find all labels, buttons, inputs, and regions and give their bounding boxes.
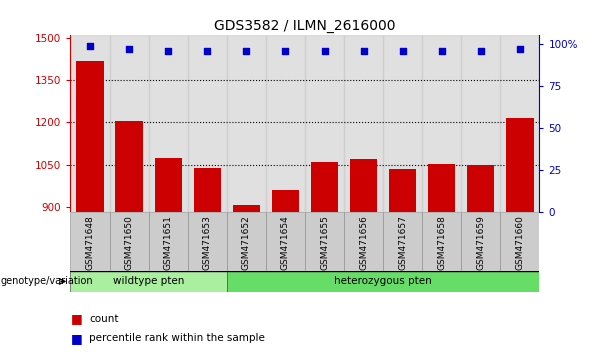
Text: GSM471652: GSM471652 [242,215,251,270]
Bar [506,118,533,212]
Point [124,46,134,52]
Text: wildtype pten: wildtype pten [113,276,185,286]
Bar [500,35,539,212]
Point [202,48,212,53]
Bar [350,159,377,212]
Point [242,48,251,53]
Text: GSM471653: GSM471653 [203,215,211,270]
Text: ■: ■ [70,332,82,344]
Text: GSM471657: GSM471657 [398,215,407,270]
Bar [266,35,305,212]
Text: GSM471655: GSM471655 [320,215,329,270]
Bar [149,212,188,271]
Bar [422,35,462,212]
Bar [462,35,500,212]
Bar [311,162,338,212]
Text: GSM471651: GSM471651 [164,215,173,270]
Bar [233,205,260,212]
Bar [188,35,227,212]
Text: ■: ■ [70,312,82,325]
Bar [110,35,149,212]
Point [476,48,485,53]
Bar [344,35,383,212]
Bar [194,168,221,212]
Bar [467,165,495,212]
Point [359,48,368,53]
Text: heterozygous pten: heterozygous pten [334,276,432,286]
Title: GDS3582 / ILMN_2616000: GDS3582 / ILMN_2616000 [214,19,396,33]
Point [398,48,408,53]
Bar [462,212,500,271]
Text: GSM471650: GSM471650 [124,215,134,270]
Bar [389,170,416,212]
Bar [227,271,539,292]
Bar [70,212,110,271]
Bar [266,212,305,271]
Text: percentile rank within the sample: percentile rank within the sample [89,333,265,343]
Text: genotype/variation: genotype/variation [1,276,93,286]
Bar [500,212,539,271]
Bar [227,212,266,271]
Bar [188,212,227,271]
Bar [154,158,182,212]
Bar [77,61,104,212]
Bar [110,212,149,271]
Text: GSM471659: GSM471659 [476,215,485,270]
Bar [70,35,110,212]
Bar [149,35,188,212]
Point [515,46,525,52]
Point [281,48,291,53]
Point [163,48,173,53]
Text: GSM471654: GSM471654 [281,215,290,270]
Bar [422,212,462,271]
Bar [383,212,422,271]
Text: GSM471660: GSM471660 [516,215,524,270]
Text: count: count [89,314,118,324]
Text: GSM471658: GSM471658 [437,215,446,270]
Bar [428,164,455,212]
Point [319,48,329,53]
Point [437,48,447,53]
Bar [227,35,266,212]
Bar [272,190,299,212]
Bar [344,212,383,271]
Bar [305,212,344,271]
Bar [70,212,539,271]
Text: GSM471648: GSM471648 [86,215,94,270]
Bar [70,271,227,292]
Bar [115,121,143,212]
Text: GSM471656: GSM471656 [359,215,368,270]
Bar [305,35,344,212]
Point [85,43,95,48]
Bar [383,35,422,212]
